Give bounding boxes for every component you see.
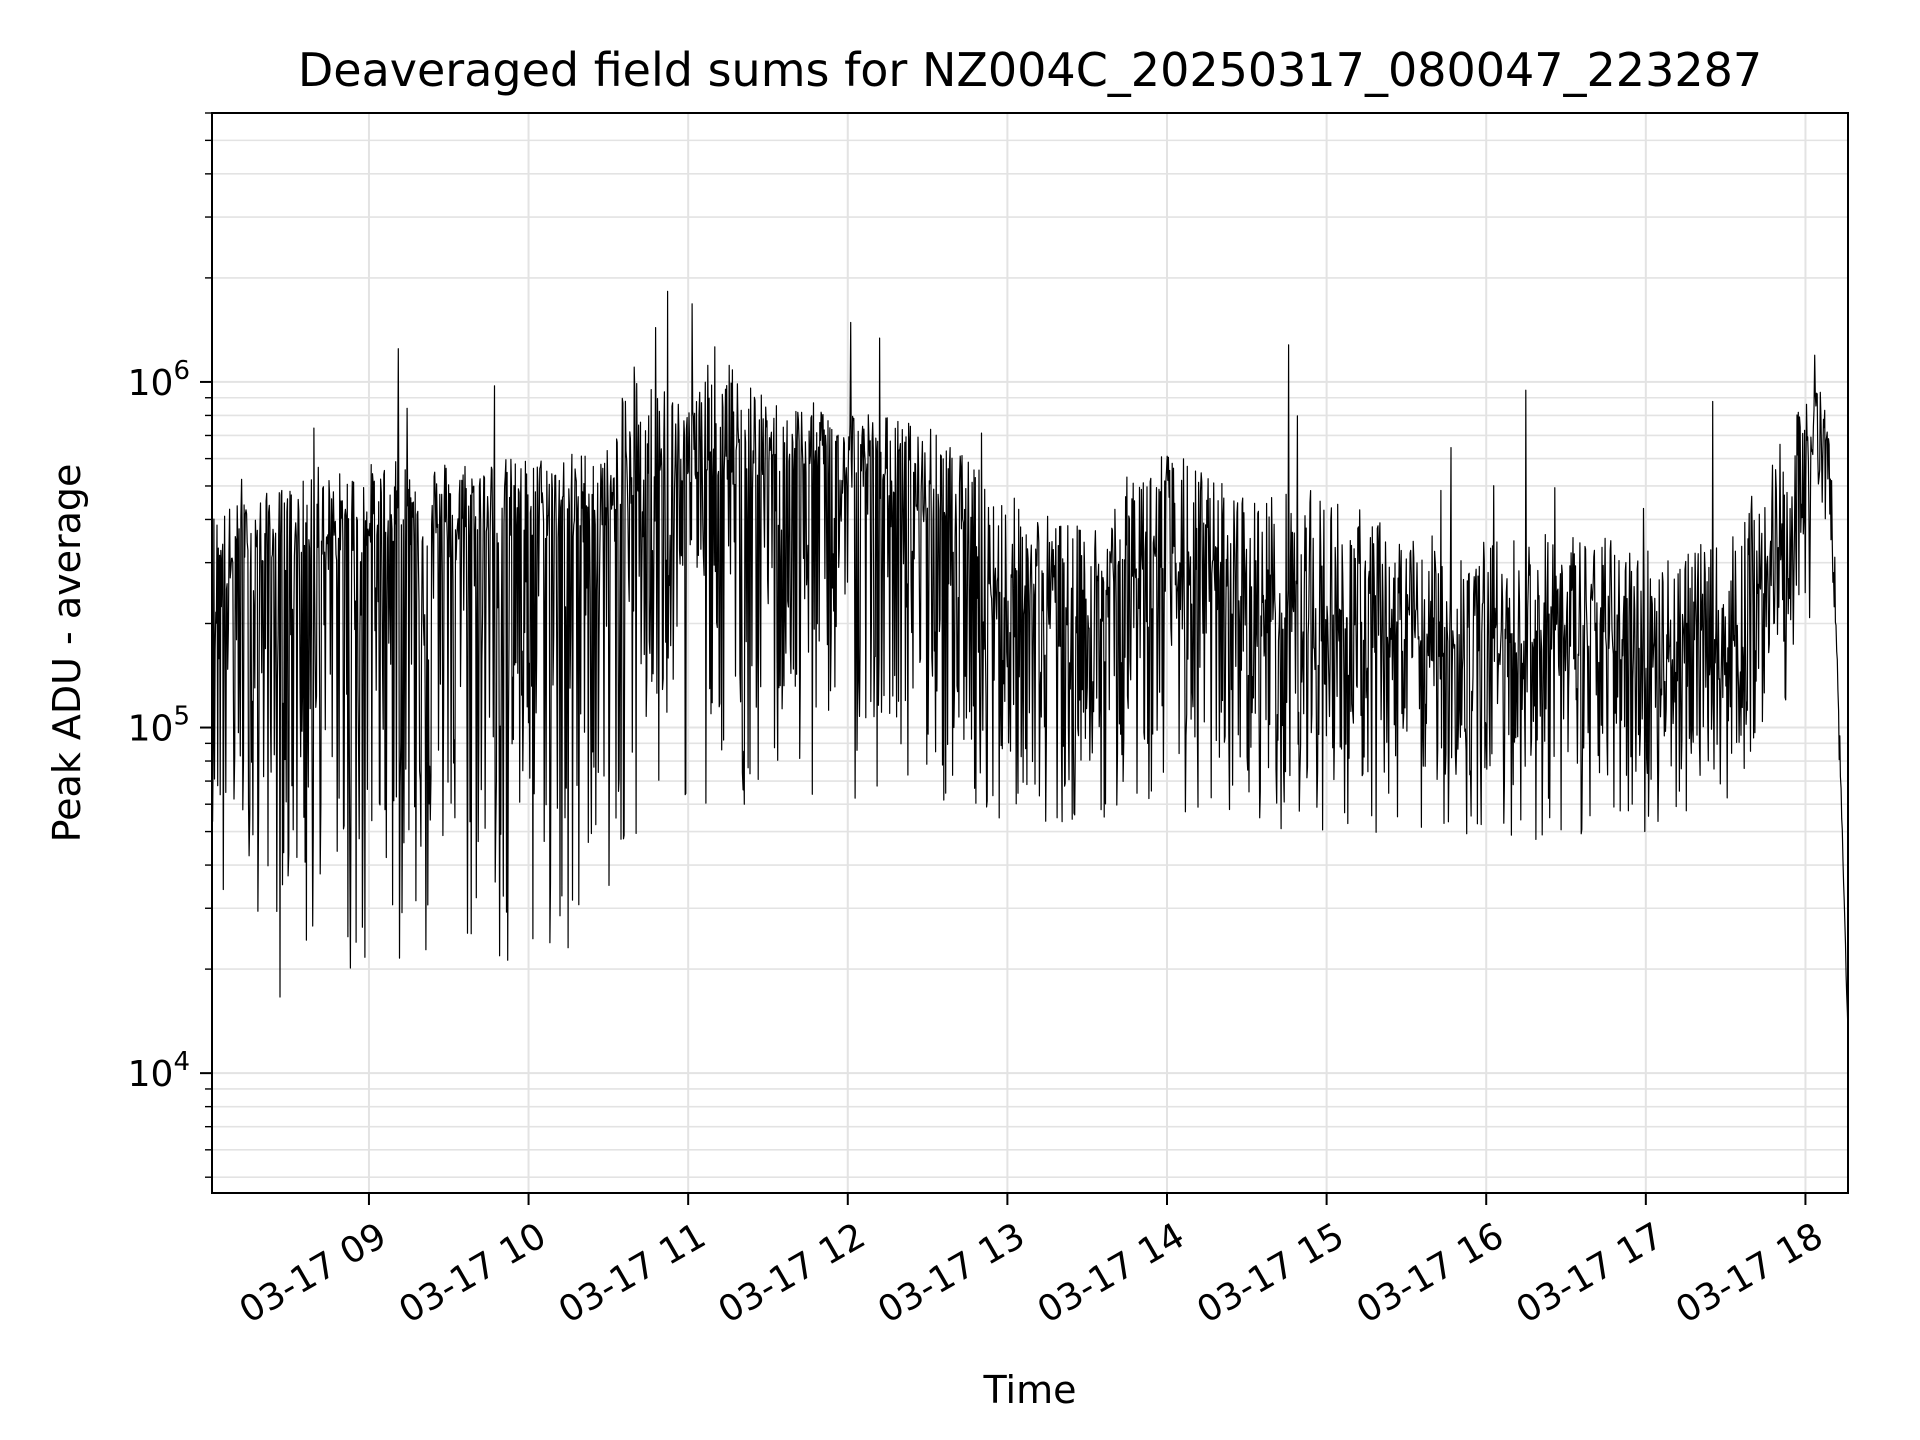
series-line bbox=[211, 290, 1849, 1034]
axis-ticks bbox=[200, 112, 1807, 1205]
chart-title: Deaveraged field sums for NZ004C_2025031… bbox=[298, 43, 1762, 97]
grid bbox=[212, 112, 1848, 1193]
y-tick-label: 106 bbox=[128, 356, 190, 404]
y-tick-label: 105 bbox=[128, 702, 190, 750]
y-axis-label: Peak ADU - average bbox=[45, 464, 89, 843]
data-series bbox=[211, 290, 1849, 1034]
x-axis-label: Time bbox=[983, 1368, 1077, 1412]
plot-area-frame bbox=[211, 112, 1849, 1194]
y-tick-label: 104 bbox=[128, 1047, 190, 1095]
